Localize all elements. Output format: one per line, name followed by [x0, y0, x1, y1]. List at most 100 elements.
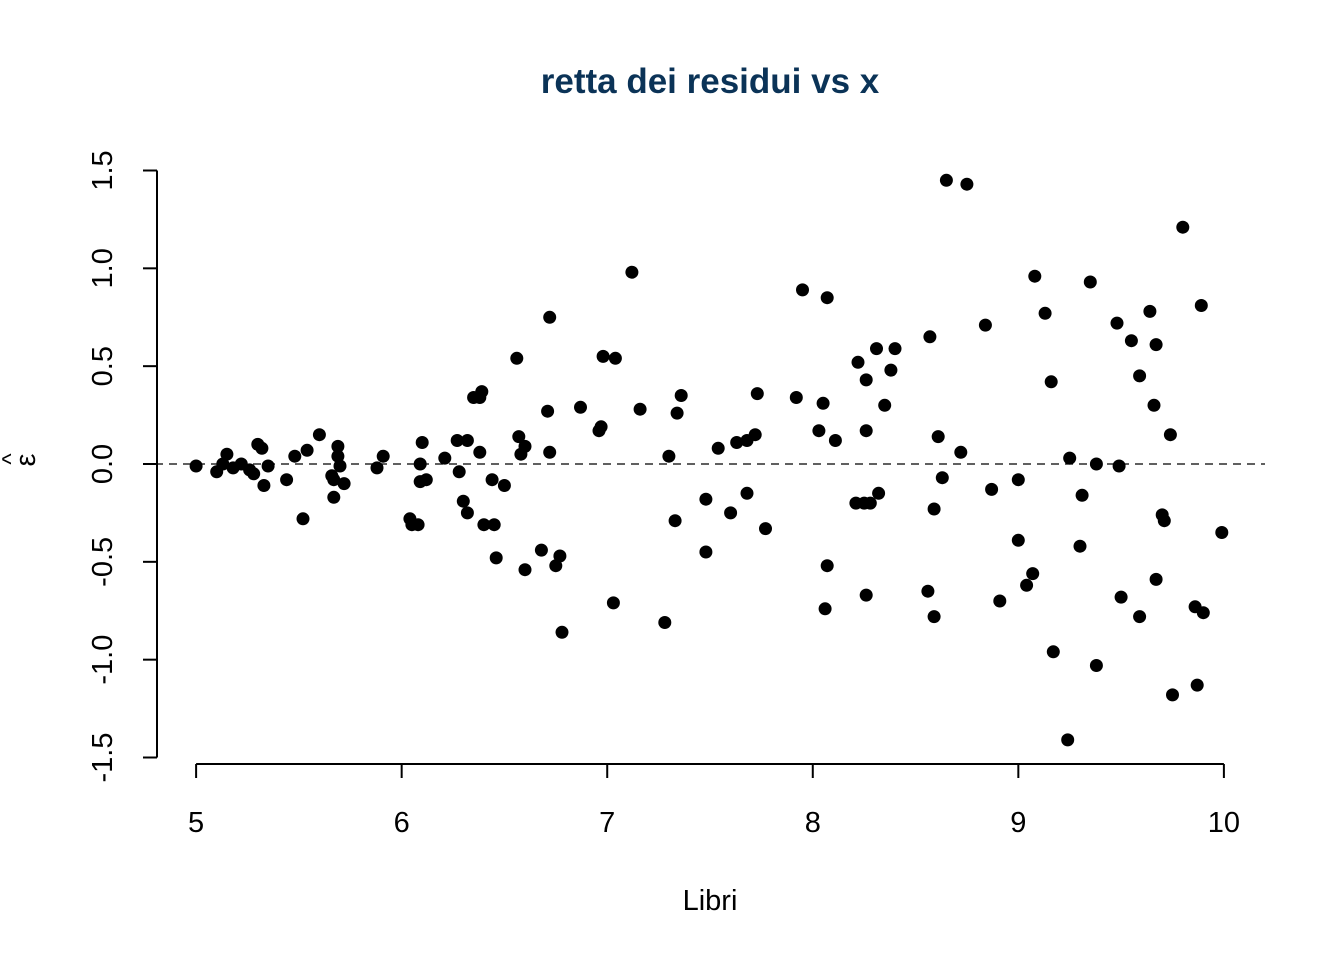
data-point	[1028, 269, 1042, 283]
y-tick-label: -0.5	[87, 537, 119, 587]
data-point	[1044, 375, 1058, 389]
data-point	[594, 420, 608, 434]
data-point	[1073, 539, 1087, 553]
data-point	[1194, 299, 1208, 312]
x-tick-label: 8	[805, 807, 821, 839]
data-point	[475, 385, 489, 399]
data-point	[606, 596, 620, 610]
data-point	[419, 473, 433, 487]
data-point	[828, 434, 842, 447]
data-point	[993, 594, 1007, 608]
data-point	[633, 402, 647, 416]
data-point	[1163, 428, 1177, 442]
data-point	[960, 177, 974, 191]
data-point	[1075, 488, 1089, 502]
data-point	[1063, 451, 1077, 465]
data-point	[662, 449, 676, 463]
data-point	[370, 461, 384, 475]
data-point	[872, 486, 886, 500]
y-tick-label: 1.0	[87, 248, 119, 288]
data-point	[376, 449, 390, 463]
y-axis-label: ε ^	[0, 453, 42, 467]
data-point	[288, 449, 302, 463]
data-point	[220, 447, 234, 461]
y-tick-label: -1.0	[87, 635, 119, 685]
x-axis-label: Libri	[683, 885, 738, 917]
data-point	[1089, 659, 1103, 672]
data-point	[512, 430, 526, 444]
data-point	[668, 514, 682, 528]
data-point	[927, 502, 941, 516]
data-point	[923, 330, 937, 344]
data-point	[1133, 369, 1147, 383]
data-point	[625, 265, 639, 279]
data-point	[596, 349, 610, 363]
data-point	[1143, 304, 1157, 318]
data-point	[452, 465, 466, 479]
data-point	[1083, 275, 1097, 289]
data-point	[543, 445, 557, 459]
data-point	[331, 439, 345, 453]
y-axis-label-hat: ^	[0, 453, 25, 465]
data-point	[820, 559, 834, 573]
data-point	[931, 430, 945, 444]
data-point	[750, 387, 764, 401]
data-point	[796, 283, 809, 297]
data-point	[935, 471, 949, 485]
data-point	[460, 434, 474, 447]
data-point	[939, 173, 953, 187]
y-tick-label: 0.0	[87, 444, 119, 484]
data-point	[608, 351, 622, 365]
data-point	[921, 584, 935, 598]
data-point	[541, 404, 555, 418]
data-point	[888, 342, 902, 356]
data-point	[331, 449, 345, 463]
data-point	[1149, 572, 1163, 586]
data-point	[543, 310, 557, 324]
data-point	[674, 389, 688, 402]
data-point	[312, 428, 326, 442]
data-point	[1176, 220, 1190, 234]
x-tick-label: 6	[394, 807, 410, 839]
data-point	[859, 424, 873, 438]
data-point	[1020, 578, 1034, 592]
data-point	[851, 355, 865, 369]
data-point	[1190, 678, 1204, 692]
data-point	[1061, 733, 1075, 747]
data-point	[487, 518, 501, 532]
data-point	[216, 457, 230, 471]
data-point	[724, 506, 738, 520]
data-point	[978, 318, 992, 332]
data-point	[884, 363, 898, 377]
data-point	[927, 610, 941, 624]
data-point	[1089, 457, 1103, 471]
data-point	[740, 486, 754, 500]
data-point	[748, 428, 762, 442]
data-point	[711, 441, 725, 455]
data-point	[518, 563, 532, 577]
data-point	[518, 439, 532, 453]
data-point	[510, 351, 524, 365]
y-tick-label: 0.5	[87, 346, 119, 386]
data-point	[300, 443, 314, 457]
data-point	[759, 522, 772, 536]
y-axis-label-symbol: ε	[10, 453, 42, 466]
data-point	[985, 482, 999, 496]
data-point	[812, 424, 826, 438]
data-point	[438, 451, 452, 465]
data-point	[1149, 338, 1163, 352]
data-point	[257, 479, 271, 492]
data-point	[730, 436, 744, 449]
x-axis: 5 6 7 8 9 10	[188, 763, 1240, 839]
x-tick-label: 9	[1010, 807, 1026, 839]
data-point	[553, 549, 567, 563]
data-point	[415, 436, 429, 449]
data-point	[1196, 606, 1210, 620]
data-point	[411, 518, 425, 532]
data-point	[789, 391, 803, 404]
data-point	[574, 400, 587, 414]
x-tick-label: 7	[599, 807, 615, 839]
data-point	[450, 434, 464, 447]
data-point	[337, 477, 351, 491]
